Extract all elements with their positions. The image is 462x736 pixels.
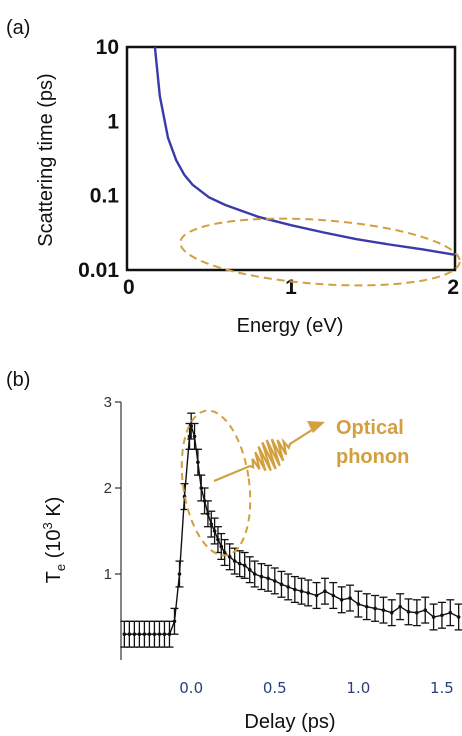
data-point — [259, 574, 264, 579]
ylabel-end: K) — [43, 497, 65, 523]
ylabel-rest: (10 — [43, 529, 65, 563]
data-point — [279, 582, 284, 587]
panel-b-label: (b) — [6, 369, 30, 391]
data-point — [219, 544, 224, 549]
data-point — [247, 567, 252, 572]
data-point — [222, 550, 227, 555]
annotation-phonon: phonon — [336, 446, 409, 468]
panel-b-ytick-label: 3 — [104, 394, 112, 411]
panel-a-xtick-label: 0 — [123, 276, 135, 299]
data-point — [389, 610, 394, 615]
data-point — [339, 598, 344, 602]
data-point — [398, 604, 402, 609]
panel-b-ytick-label: 1 — [104, 566, 112, 583]
panel-a-ylabel: Scattering time (ps) — [35, 73, 57, 246]
panel-b-xtick-label: 1.5 — [430, 679, 454, 697]
data-point — [266, 576, 270, 581]
data-point — [142, 632, 147, 636]
ylabel-sup: 3 — [40, 522, 55, 529]
data-point — [406, 610, 411, 614]
panel-b-xlabel: Delay (ps) — [244, 711, 335, 733]
data-point — [227, 555, 232, 559]
data-point — [415, 610, 419, 615]
data-point — [147, 632, 152, 636]
phonon-arrowhead — [307, 421, 325, 433]
panel-b-xtick-label: 0.5 — [263, 679, 287, 697]
phonon-wave-arrow — [213, 427, 316, 483]
data-point — [293, 587, 297, 592]
data-point — [306, 591, 311, 595]
panel-a-ytick-label: 1 — [107, 110, 119, 133]
data-point — [172, 619, 177, 624]
annotation-optical: Optical — [336, 417, 404, 439]
data-point — [431, 615, 436, 619]
data-point — [364, 604, 369, 609]
data-point — [152, 632, 157, 636]
data-point — [448, 610, 453, 615]
data-point — [252, 572, 257, 576]
panel-b-xtick-label: 1.0 — [346, 679, 370, 697]
data-point — [423, 608, 428, 612]
panel-a-curve — [153, 46, 456, 256]
data-point — [323, 589, 327, 593]
data-point — [440, 613, 444, 618]
data-point — [286, 585, 290, 589]
panel-a-ticks: 0 1 2 0.01 0.1 1 10 — [78, 36, 459, 299]
data-point — [132, 632, 137, 636]
panel-a-ytick-label: 0.01 — [78, 259, 119, 282]
panel-a-xtick-label: 1 — [285, 276, 297, 299]
data-point — [216, 537, 220, 542]
data-point — [373, 606, 377, 611]
data-point — [177, 572, 182, 576]
data-point — [237, 561, 242, 566]
data-point — [272, 579, 277, 583]
data-point — [189, 424, 194, 428]
data-point — [122, 632, 127, 636]
panel-b-points — [120, 412, 462, 648]
data-point — [232, 559, 237, 563]
data-point — [196, 460, 200, 465]
panel-a-ytick-label: 10 — [96, 36, 119, 59]
data-point — [348, 596, 352, 600]
data-point — [209, 522, 214, 526]
data-point — [456, 615, 461, 619]
data-point — [162, 632, 167, 636]
panel-a-ellipse — [179, 217, 461, 287]
data-point — [167, 632, 172, 636]
data-point — [192, 434, 197, 439]
data-point — [242, 563, 247, 568]
data-point — [381, 608, 386, 612]
data-point — [299, 589, 304, 593]
data-point — [137, 632, 142, 636]
panel-a-label: (a) — [6, 17, 30, 39]
data-point — [206, 512, 210, 516]
data-point — [127, 632, 132, 636]
panel-a-xlabel: Energy (eV) — [237, 315, 344, 337]
data-point — [212, 529, 217, 533]
ylabel-main: T — [43, 571, 65, 583]
panel-b-ticks: 1 2 3 0.0 0.5 1.0 1.5 — [104, 394, 454, 697]
data-point — [157, 632, 162, 636]
data-point — [331, 593, 336, 598]
panel-b-xtick-label: 0.0 — [179, 679, 203, 697]
panel-a-xtick-label: 2 — [447, 276, 459, 299]
panel-a-ytick-label: 0.1 — [90, 185, 120, 208]
panel-b-ylabel: Te (103 K) — [40, 497, 68, 584]
panel-b-plot: 1 2 3 0.0 0.5 1.0 1.5 Optical phonon — [104, 394, 462, 697]
data-point — [187, 434, 192, 439]
panel-b-ellipse — [180, 409, 252, 557]
panel-b-ytick-label: 2 — [104, 480, 112, 497]
panel-a-plot: 0 1 2 0.01 0.1 1 10 — [78, 36, 461, 299]
data-point — [314, 593, 319, 598]
ylabel-sub: e — [53, 564, 68, 571]
panel-a-frame — [125, 45, 457, 272]
data-point — [356, 602, 361, 606]
